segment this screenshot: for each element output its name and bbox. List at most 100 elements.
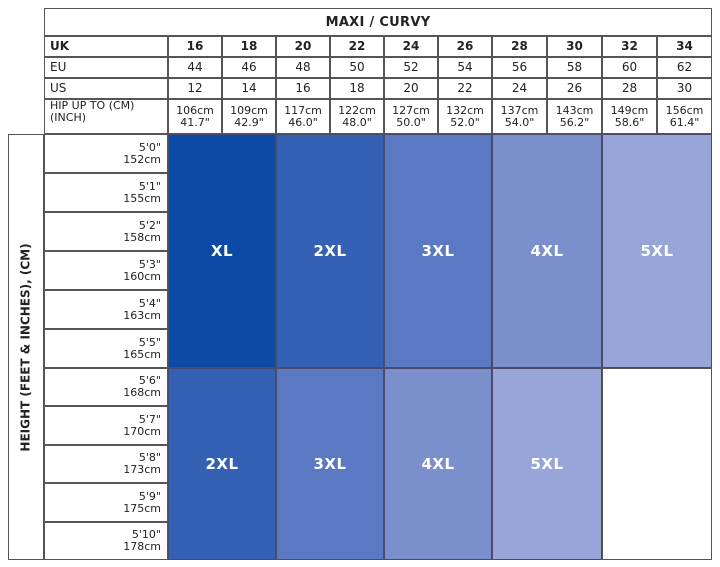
hip-inch-value: 58.6" — [614, 115, 645, 129]
uk-value-cell: 34 — [657, 36, 712, 57]
height-cm: 175cm — [123, 501, 161, 515]
row-label-eu: EU — [44, 57, 168, 78]
hip-cm-value: 127cm — [392, 103, 430, 117]
height-feet: 5'6" — [138, 374, 161, 387]
uk-value-cell: 22 — [330, 36, 384, 57]
hip-inch-value: 41.7" — [180, 115, 210, 129]
hip-inch-value: 46.0" — [288, 115, 318, 129]
height-cm: 160cm — [123, 269, 161, 283]
height-cm: 155cm — [123, 191, 161, 205]
hip-cm-value: 122cm — [338, 103, 376, 117]
empty-cell — [602, 368, 712, 560]
height-cm: 165cm — [123, 347, 161, 361]
row-label-uk: UK — [44, 36, 168, 57]
size-block-5xl: 5XL — [602, 134, 712, 368]
height-label-cell: 5'7" 170cm — [44, 406, 168, 445]
hip-value-cell: 149cm 58.6" — [602, 99, 657, 134]
hip-value-cell: 127cm 50.0" — [384, 99, 438, 134]
hip-inch-value: 48.0" — [342, 115, 372, 129]
us-value-cell: 26 — [547, 78, 602, 99]
height-cm: 173cm — [123, 463, 161, 476]
hip-inch-value: 54.0" — [504, 115, 535, 129]
hip-cm-value: 117cm — [284, 103, 322, 117]
hip-value-cell: 117cm 46.0" — [276, 99, 330, 134]
size-block-4xl: 4XL — [492, 134, 602, 368]
size-block-3xl-tall: 3XL — [276, 368, 384, 560]
height-label-cell: 5'6" 168cm — [44, 368, 168, 406]
hip-cm-value: 156cm — [665, 103, 704, 117]
uk-value-cell: 28 — [492, 36, 547, 57]
height-axis-label: HEIGHT (FEET & INCHES), (CM) — [8, 134, 44, 560]
height-cm: 163cm — [123, 308, 161, 322]
height-label-cell: 5'5" 165cm — [44, 329, 168, 368]
us-value-cell: 14 — [222, 78, 276, 99]
hip-cm-value: 149cm — [610, 103, 649, 117]
height-feet: 5'10" — [131, 528, 161, 541]
hip-value-cell: 109cm 42.9" — [222, 99, 276, 134]
uk-value-cell: 32 — [602, 36, 657, 57]
hip-value-cell: 106cm 41.7" — [168, 99, 222, 134]
height-feet: 5'8" — [138, 451, 161, 464]
hip-inch-value: 50.0" — [396, 115, 426, 129]
hip-cm-value: 109cm — [230, 103, 268, 117]
size-block-5xl-tall: 5XL — [492, 368, 602, 560]
uk-value-cell: 30 — [547, 36, 602, 57]
eu-value-cell: 52 — [384, 57, 438, 78]
eu-value-cell: 58 — [547, 57, 602, 78]
eu-value-cell: 44 — [168, 57, 222, 78]
height-label-cell: 5'2" 158cm — [44, 212, 168, 251]
row-label-hip-cm: HIP UP TO (CM) — [50, 99, 135, 112]
row-label-hip: HIP UP TO (CM) (INCH) — [44, 99, 168, 134]
uk-value-cell: 24 — [384, 36, 438, 57]
height-axis-label-text: HEIGHT (FEET & INCHES), (CM) — [18, 242, 33, 452]
height-feet: 5'5" — [138, 335, 161, 349]
height-label-cell: 5'1" 155cm — [44, 173, 168, 212]
height-cm: 170cm — [123, 424, 161, 438]
us-value-cell: 18 — [330, 78, 384, 99]
height-label-cell: 5'8" 173cm — [44, 445, 168, 483]
size-block-xl: XL — [168, 134, 276, 368]
height-feet: 5'9" — [138, 489, 161, 503]
uk-value-cell: 16 — [168, 36, 222, 57]
us-value-cell: 16 — [276, 78, 330, 99]
eu-value-cell: 54 — [438, 57, 492, 78]
us-value-cell: 22 — [438, 78, 492, 99]
hip-value-cell: 132cm 52.0" — [438, 99, 492, 134]
size-block-3xl: 3XL — [384, 134, 492, 368]
height-feet: 5'2" — [138, 218, 161, 232]
hip-inch-value: 52.0" — [450, 115, 480, 129]
hip-inch-value: 42.9" — [234, 115, 264, 129]
eu-value-cell: 62 — [657, 57, 712, 78]
hip-cm-value: 143cm — [555, 103, 594, 117]
height-label-cell: 5'3" 160cm — [44, 251, 168, 290]
height-cm: 168cm — [123, 386, 161, 399]
eu-value-cell: 48 — [276, 57, 330, 78]
row-label-us: US — [44, 78, 168, 99]
us-value-cell: 12 — [168, 78, 222, 99]
height-cm: 158cm — [123, 230, 161, 244]
us-value-cell: 30 — [657, 78, 712, 99]
hip-value-cell: 122cm 48.0" — [330, 99, 384, 134]
eu-value-cell: 46 — [222, 57, 276, 78]
size-block-2xl-tall: 2XL — [168, 368, 276, 560]
height-feet: 5'3" — [138, 257, 161, 271]
hip-cm-value: 132cm — [446, 103, 484, 117]
uk-value-cell: 26 — [438, 36, 492, 57]
height-label-cell: 5'0" 152cm — [44, 134, 168, 173]
height-label-cell: 5'4" 163cm — [44, 290, 168, 329]
row-label-hip-inch: (INCH) — [50, 111, 87, 124]
uk-value-cell: 18 — [222, 36, 276, 57]
height-feet: 5'4" — [138, 296, 161, 310]
height-feet: 5'0" — [138, 140, 161, 154]
us-value-cell: 28 — [602, 78, 657, 99]
hip-value-cell: 137cm 54.0" — [492, 99, 547, 134]
hip-cm-value: 137cm — [500, 103, 539, 117]
us-value-cell: 20 — [384, 78, 438, 99]
eu-value-cell: 50 — [330, 57, 384, 78]
height-label-cell: 5'9" 175cm — [44, 483, 168, 522]
eu-value-cell: 60 — [602, 57, 657, 78]
hip-cm-value: 106cm — [176, 103, 214, 117]
height-feet: 5'7" — [138, 412, 161, 426]
uk-value-cell: 20 — [276, 36, 330, 57]
